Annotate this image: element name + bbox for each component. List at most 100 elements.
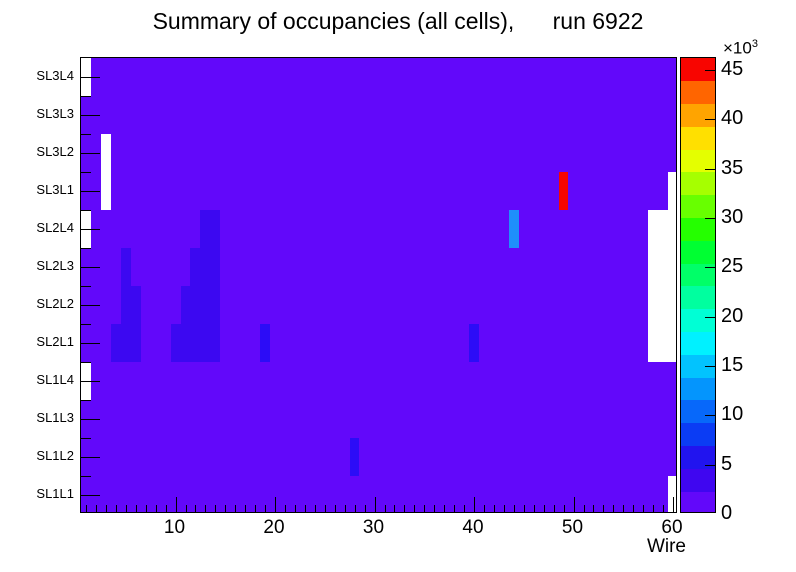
colorbar-band [681, 194, 715, 219]
y-axis-tick [81, 267, 100, 268]
colorbar-band [681, 377, 715, 401]
y-axis-minor-tick [81, 248, 91, 249]
x-axis-tick [235, 505, 237, 512]
x-axis-tick [115, 505, 117, 512]
y-tick-label: SL1L3 [36, 410, 74, 425]
colorbar-tick [705, 267, 715, 269]
x-axis-tick [294, 505, 296, 512]
x-axis-tick [583, 505, 585, 512]
colorbar-tick-label: 35 [721, 156, 744, 179]
colorbar-band [681, 263, 715, 287]
x-tick-label: 20 [263, 517, 285, 538]
x-axis-tick [105, 505, 107, 512]
empty-cell [668, 476, 676, 512]
colorbar-tick-label: 15 [721, 353, 744, 376]
y-tick-label: SL1L4 [36, 372, 74, 387]
x-axis-tick [185, 505, 187, 512]
x-axis-tick [523, 505, 525, 512]
x-axis-tick [324, 505, 326, 512]
colorbar-tick-label: 25 [721, 255, 744, 278]
x-axis-tick [643, 505, 645, 512]
colorbar-band [681, 126, 715, 150]
x-axis-tick [434, 505, 436, 512]
colorbar-tick-label: 10 [721, 403, 744, 426]
x-axis-tick [225, 505, 227, 512]
x-axis-tick [165, 505, 167, 512]
x-axis-tick [663, 505, 665, 512]
empty-cell [648, 248, 676, 286]
y-axis-minor-tick [81, 96, 91, 97]
colorbar [680, 57, 716, 513]
y-axis-minor-tick [81, 286, 91, 287]
y-axis-minor-tick [81, 134, 91, 135]
y-axis-tick [81, 419, 100, 420]
colorbar-tick [705, 365, 715, 367]
x-axis-tick [354, 505, 356, 512]
heatmap-cell [558, 172, 569, 210]
y-tick-label: SL3L4 [36, 68, 74, 83]
y-axis-minor-tick [81, 400, 91, 401]
x-axis-tick [334, 505, 336, 512]
x-axis-tick [255, 505, 257, 512]
x-axis-tick [265, 505, 267, 512]
heatmap-cell [349, 438, 360, 476]
colorbar-tick-label: 30 [721, 205, 744, 228]
empty-cell [648, 286, 676, 324]
colorbar-tick [705, 119, 715, 121]
colorbar-tick [705, 217, 715, 219]
x-axis-tick [344, 505, 346, 512]
x-axis-tick [314, 505, 316, 512]
x-axis-tick [145, 505, 147, 512]
y-axis-minor-tick [81, 438, 91, 439]
colorbar-band [681, 217, 715, 241]
colorbar-band [681, 354, 715, 378]
colorbar-tick [705, 316, 715, 318]
y-axis-minor-tick [81, 210, 91, 211]
x-tick-label: 10 [163, 517, 186, 538]
x-axis-tick [95, 505, 97, 512]
x-axis-tick [135, 505, 137, 512]
x-axis-tick [474, 497, 475, 512]
empty-cell [648, 210, 676, 248]
colorbar-band [681, 58, 715, 82]
x-axis-tick [86, 505, 87, 512]
y-tick-label: SL1L2 [36, 448, 74, 463]
x-axis-tick [215, 505, 217, 512]
heatmap-cell [170, 324, 221, 362]
colorbar-band [681, 80, 715, 105]
y-axis-tick [81, 381, 100, 382]
x-axis-tick [543, 505, 545, 512]
x-axis-tick [573, 497, 575, 512]
x-axis-tick [175, 497, 177, 512]
exponent-power: 3 [751, 38, 758, 50]
x-tick-label: 60 [661, 517, 683, 538]
colorbar-tick-label: 45 [721, 57, 744, 80]
heatmap-cell [260, 324, 270, 362]
colorbar-band [681, 240, 715, 264]
x-axis-tick [613, 505, 615, 512]
colorbar-tick-label: 20 [721, 304, 744, 327]
x-axis-tick [563, 505, 565, 512]
heatmap-plot-area [80, 57, 677, 513]
empty-cell [668, 172, 676, 210]
x-axis-tick [205, 505, 207, 512]
y-axis-tick [81, 305, 100, 306]
x-axis-tick [533, 505, 535, 512]
heatmap-cell [508, 210, 519, 248]
colorbar-band [681, 422, 715, 447]
x-tick-label: 40 [462, 517, 484, 538]
colorbar-band [681, 400, 715, 424]
x-axis-tick [195, 505, 197, 512]
colorbar-band [681, 103, 715, 127]
x-axis-tick [603, 505, 605, 512]
x-axis-tick [454, 505, 456, 512]
x-axis-tick [364, 505, 366, 512]
colorbar-band [681, 149, 715, 173]
y-axis-tick [81, 495, 100, 496]
x-axis-tick [404, 505, 406, 512]
y-tick-label: SL2L2 [36, 296, 74, 311]
colorbar-band [681, 445, 715, 469]
y-axis-tick [81, 191, 100, 192]
x-tick-label: 50 [561, 517, 584, 538]
